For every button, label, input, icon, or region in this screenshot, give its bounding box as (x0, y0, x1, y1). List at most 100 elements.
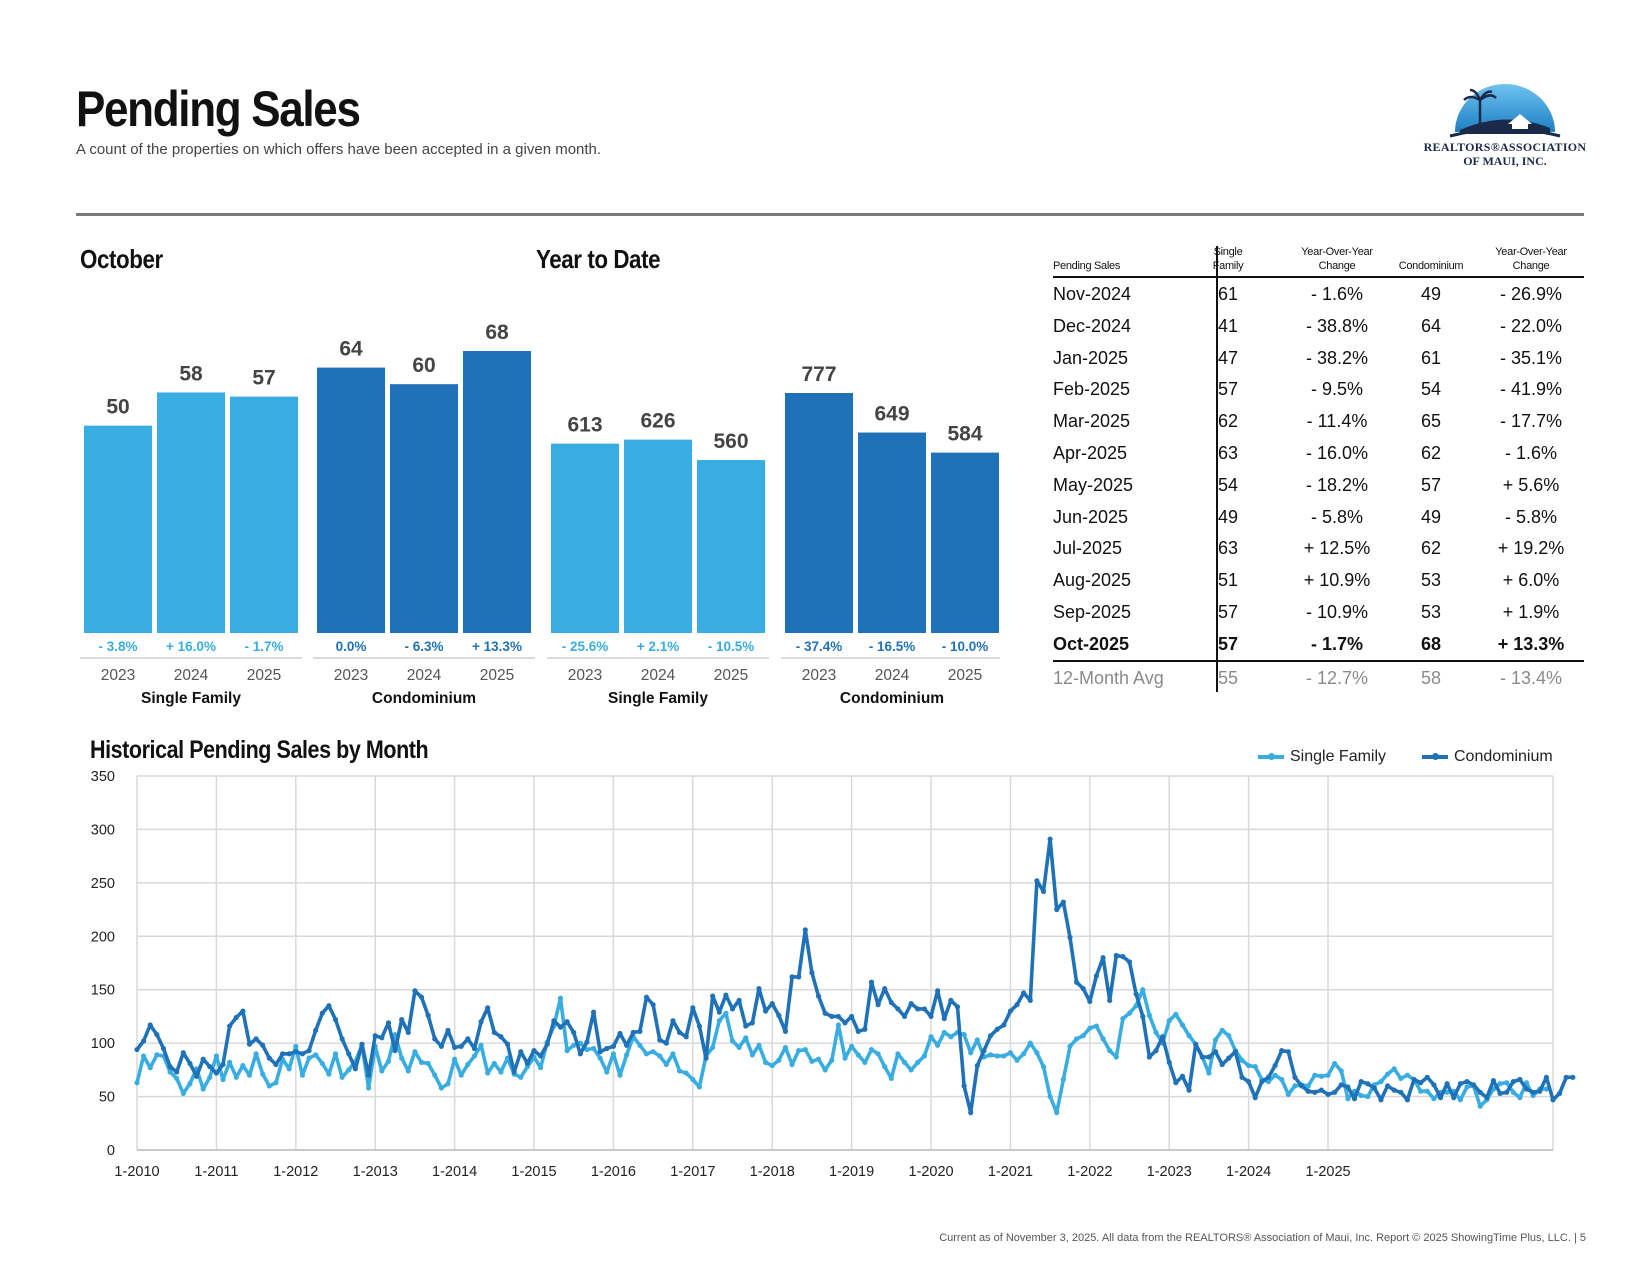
table-cell: Sep-2025 (1053, 601, 1132, 622)
data-point (491, 1029, 497, 1036)
data-point (908, 1001, 914, 1007)
data-point (286, 1051, 292, 1057)
data-point (200, 1056, 206, 1062)
data-point (604, 1045, 610, 1052)
data-point (928, 1013, 934, 1020)
data-point (815, 993, 822, 999)
data-point (1318, 1087, 1325, 1093)
data-point (531, 1048, 537, 1054)
bar-change-label: - 1.7% (244, 639, 283, 654)
data-point (710, 993, 716, 999)
x-tick-label: 1-2015 (511, 1164, 556, 1180)
data-point (1325, 1072, 1331, 1078)
data-point (551, 1018, 557, 1024)
data-point (888, 999, 894, 1006)
table-cell: - 38.8% (1305, 315, 1369, 336)
table-cell: - 26.9% (1499, 284, 1563, 304)
data-point (948, 997, 954, 1003)
data-point (1193, 1041, 1199, 1047)
data-point (1470, 1082, 1477, 1088)
data-point (1510, 1089, 1516, 1095)
table-cell: 62 (1420, 538, 1442, 559)
table-cell: + 10.9% (1303, 570, 1371, 591)
data-point (954, 1004, 961, 1010)
data-point (835, 1013, 841, 1020)
data-point (895, 1051, 901, 1057)
data-point (445, 1027, 451, 1033)
data-point (1007, 1050, 1014, 1056)
table-cell: 53 (1420, 570, 1442, 591)
data-point (1398, 1075, 1404, 1082)
table-cell: 53 (1420, 601, 1442, 622)
data-point (1365, 1093, 1371, 1100)
data-point (399, 1017, 405, 1023)
bar-year-label: 2024 (875, 667, 910, 684)
data-point (948, 1034, 954, 1040)
table-row: Jan-2025 47 - 38.2% 61 - 35.1% (1053, 342, 1584, 374)
data-point (584, 1039, 590, 1045)
bar-change-label: - 6.3% (404, 639, 443, 654)
data-point (1279, 1048, 1285, 1054)
data-point (994, 1026, 1000, 1032)
data-point (590, 1009, 597, 1015)
legend-label: Condominium (1454, 748, 1553, 765)
data-point (359, 1041, 365, 1047)
data-point (1060, 1076, 1066, 1083)
data-point (676, 1068, 683, 1074)
data-point (782, 1028, 789, 1034)
data-point (1285, 1091, 1291, 1098)
data-point (332, 1051, 339, 1057)
data-point (240, 1008, 246, 1014)
data-point (1272, 1072, 1278, 1078)
data-point (504, 1041, 511, 1047)
data-point (1001, 1022, 1007, 1028)
data-point (405, 1029, 411, 1036)
data-point (1292, 1083, 1298, 1089)
bar-value-label: 68 (485, 321, 509, 344)
data-point (756, 986, 762, 992)
data-point (1504, 1080, 1510, 1086)
table-row: Feb-2025 57 - 9.5% 54 - 41.9% (1053, 373, 1584, 405)
data-point (147, 1065, 153, 1071)
table-cell: - 9.5% (1310, 379, 1364, 400)
legend-single-family: Single Family (1258, 748, 1386, 766)
data-point (1305, 1083, 1311, 1089)
data-point (736, 1044, 742, 1051)
data-point (1305, 1088, 1311, 1094)
data-point (643, 1051, 650, 1057)
data-point (1054, 906, 1060, 913)
data-point (412, 988, 418, 994)
data-point (1265, 1074, 1272, 1080)
bar-value-label: 50 (106, 396, 129, 419)
data-point (1021, 990, 1027, 996)
data-point (1126, 959, 1133, 965)
data-point (855, 1052, 861, 1058)
data-point (471, 1045, 478, 1052)
table-cell: - 16.0% (1305, 442, 1369, 463)
data-point (749, 1020, 755, 1026)
data-point (1140, 987, 1146, 993)
table-cell: 63 (1217, 442, 1239, 463)
data-point (299, 1051, 306, 1057)
data-point (253, 1036, 259, 1042)
bar (390, 384, 458, 633)
data-point (1451, 1095, 1457, 1101)
data-point (352, 1066, 358, 1072)
data-point (1047, 1093, 1053, 1100)
table-cell: 57 (1217, 633, 1239, 654)
data-point (511, 1069, 517, 1075)
table-header-condominium: Condominium (1398, 260, 1464, 272)
y-tick-label: 100 (91, 1036, 115, 1052)
x-tick-label: 1-2023 (1147, 1164, 1192, 1180)
data-point (1404, 1097, 1411, 1103)
bar (84, 425, 152, 633)
data-point (875, 1002, 881, 1008)
bar (317, 367, 385, 633)
footer-note: Current as of November 3, 2025. All data… (939, 1232, 1586, 1244)
data-point (723, 992, 729, 998)
data-point (1477, 1089, 1483, 1095)
october-chart-title: October (80, 244, 163, 274)
data-point (1358, 1079, 1364, 1085)
data-point (1212, 1049, 1219, 1055)
data-point (822, 1067, 828, 1073)
